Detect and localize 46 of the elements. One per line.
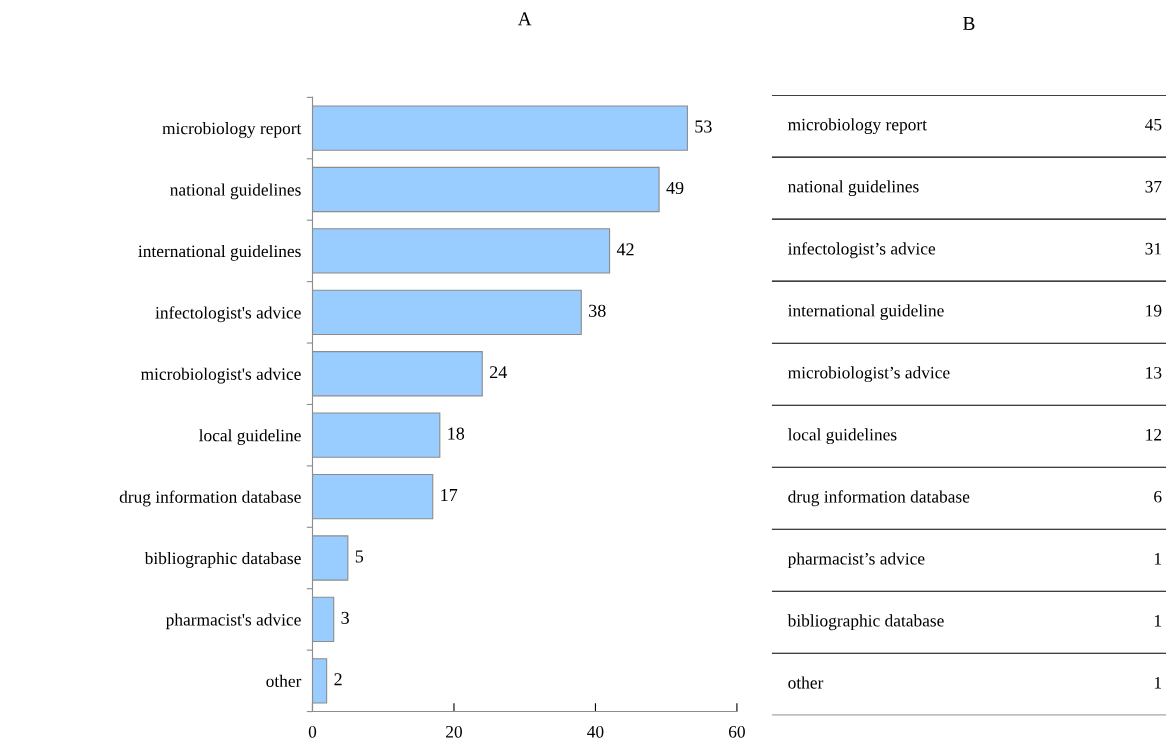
y-tick-label: drug information database — [119, 490, 301, 507]
y-tick-label: microbiology report — [162, 122, 302, 138]
text: B — [963, 17, 975, 30]
category-label: other — [788, 676, 824, 689]
y-tick-label: infectologist's advice — [155, 306, 301, 323]
x-tick-label: 20 — [446, 725, 462, 738]
data-label: 3 — [341, 611, 349, 624]
y-tick-label: microbiologist's advice — [140, 367, 301, 384]
category-label: national guidelines — [788, 180, 919, 197]
category-label: pharmacist’s advice — [787, 552, 925, 569]
data-label: 12 — [1146, 428, 1162, 441]
category-label: infectologist’s advice — [788, 242, 936, 259]
data-label: 18 — [448, 427, 465, 440]
data-label: 17 — [441, 489, 458, 501]
y-tick-label: pharmacist's advice — [165, 613, 301, 630]
data-label: 2 — [334, 673, 342, 686]
data-label: 31 — [1145, 242, 1162, 255]
category-label: local guidelines — [788, 428, 897, 445]
category-label: bibliographic database — [787, 614, 944, 631]
category-label: drug information database — [788, 490, 970, 507]
data-label: 1 — [1154, 677, 1162, 689]
x-tick-label: 40 — [587, 725, 604, 738]
y-tick-label: other — [266, 674, 302, 688]
data-label: 13 — [1146, 366, 1162, 379]
x-tick-label: 0 — [308, 725, 317, 738]
y-tick-label: local guideline — [199, 429, 301, 445]
y-tick-label: bibliographic database — [144, 551, 301, 568]
x-tick-label: 60 — [728, 725, 745, 738]
data-label: 1 — [1154, 552, 1162, 565]
y-tick-label: international guidelines — [138, 244, 301, 261]
data-label: 45 — [1145, 118, 1162, 131]
data-label: 49 — [666, 181, 684, 195]
data-label: 38 — [589, 304, 606, 317]
data-label: 53 — [695, 120, 712, 133]
data-label: 42 — [616, 243, 634, 256]
data-label: 37 — [1145, 180, 1162, 193]
category-label: microbiologist’s advice — [788, 366, 950, 383]
chart-title: A — [517, 12, 532, 26]
category-label: microbiology report — [788, 118, 927, 135]
data-label: 6 — [1154, 490, 1162, 503]
y-tick-label: national guidelines — [170, 183, 301, 200]
data-label: 19 — [1146, 304, 1162, 317]
data-label: 24 — [489, 366, 507, 379]
data-label: 5 — [355, 550, 364, 563]
category-label: international guideline — [788, 304, 944, 321]
data-label: 1 — [1154, 614, 1162, 627]
